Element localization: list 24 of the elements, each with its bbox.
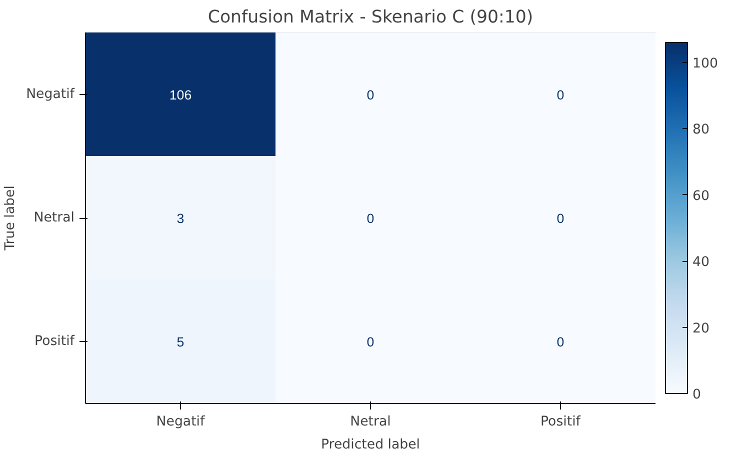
x-tick-label: Positif — [540, 414, 581, 430]
y-tick-label: Netral — [34, 210, 75, 226]
color-bar-label: 0 — [692, 388, 701, 402]
data-label: 0 — [556, 87, 564, 102]
y-axis-title: True label — [3, 186, 18, 252]
color-bar-label: 40 — [692, 255, 710, 270]
data-label: 3 — [176, 211, 184, 226]
data-label: 0 — [366, 211, 374, 226]
x-tick-label: Negatif — [156, 414, 206, 430]
x-tick-label: Netral — [350, 414, 391, 430]
data-label: 0 — [556, 334, 564, 350]
data-label: 0 — [366, 87, 374, 102]
color-bar-label: 60 — [692, 188, 710, 204]
color-bar-label: 20 — [692, 321, 710, 336]
data-label: 0 — [556, 211, 564, 226]
color-bar-label: 100 — [692, 56, 718, 72]
y-tick-label: Positif — [34, 334, 75, 350]
color-bar-label: 80 — [692, 122, 710, 138]
y-tick-label: Negatif — [26, 86, 75, 102]
x-axis-title: Predicted label — [320, 438, 420, 452]
data-label: 0 — [366, 334, 374, 350]
chart-title: Confusion Matrix - Skenario C (90:10) — [208, 8, 534, 28]
data-label: 5 — [176, 334, 184, 350]
data-label: 106 — [169, 87, 192, 102]
